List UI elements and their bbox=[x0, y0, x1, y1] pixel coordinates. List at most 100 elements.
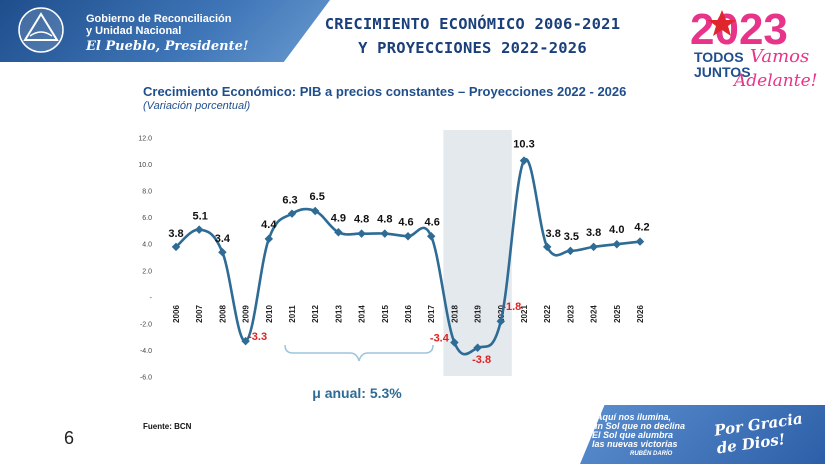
data-label-2015: 4.8 bbox=[377, 214, 392, 226]
logo-year-text: 2023 bbox=[690, 5, 788, 54]
data-label-2014: 4.8 bbox=[354, 214, 369, 226]
footer-quote-line1: Aquí nos ilumina, bbox=[596, 412, 672, 422]
x-tick-label: 2024 bbox=[590, 305, 599, 323]
x-tick-label: 2015 bbox=[381, 305, 390, 323]
y-tick-label: 8.0 bbox=[142, 189, 152, 196]
data-label-2022: 3.8 bbox=[546, 228, 561, 240]
gdp-growth-line bbox=[175, 157, 641, 356]
x-tick-label: 2022 bbox=[543, 305, 552, 323]
x-tick-label: 2010 bbox=[265, 305, 274, 323]
x-tick-label: 2016 bbox=[404, 305, 413, 323]
chart-subtitle: (Variación porcentual) bbox=[143, 100, 251, 112]
y-tick-label: 4.0 bbox=[142, 242, 152, 249]
x-tick-label: 2026 bbox=[636, 305, 645, 323]
data-label-2020: -1.8 bbox=[502, 301, 521, 313]
data-label-2011: 6.3 bbox=[282, 195, 297, 207]
data-point-2007 bbox=[194, 225, 204, 234]
footer-quote-line2: un Sol que no declina bbox=[592, 421, 686, 431]
data-label-2012: 6.5 bbox=[310, 191, 325, 203]
x-tick-label: 2014 bbox=[358, 305, 367, 323]
data-point-2011 bbox=[287, 209, 297, 218]
logo-script-vamos: Vamos bbox=[750, 46, 809, 67]
star-icon bbox=[708, 10, 736, 36]
data-point-2006 bbox=[171, 242, 181, 252]
y-tick-label: - bbox=[150, 295, 153, 302]
government-name-line2: y Unidad Nacional bbox=[86, 25, 182, 37]
x-tick-label: 2009 bbox=[242, 305, 251, 323]
data-point-2025 bbox=[612, 239, 622, 249]
x-tick-label: 2008 bbox=[218, 305, 227, 323]
logo-todos: TODOS bbox=[694, 49, 744, 65]
y-tick-label: -6.0 bbox=[140, 375, 152, 382]
data-point-2010 bbox=[264, 234, 274, 244]
data-point-2016 bbox=[403, 232, 413, 241]
footer-quote-line3: El Sol que alumbra bbox=[592, 430, 674, 440]
data-point-2014 bbox=[357, 229, 366, 238]
source-note: Fuente: BCN bbox=[143, 422, 192, 431]
data-label-2018: -3.4 bbox=[430, 332, 450, 344]
y-tick-label: -4.0 bbox=[140, 348, 152, 355]
data-point-2019 bbox=[473, 343, 482, 353]
y-tick-label: 6.0 bbox=[142, 215, 152, 222]
data-point-2008 bbox=[218, 247, 227, 257]
data-label-2008: 3.4 bbox=[215, 233, 231, 245]
data-label-2016: 4.6 bbox=[398, 216, 413, 228]
data-point-2017 bbox=[426, 232, 436, 241]
data-label-2021: 10.3 bbox=[513, 139, 534, 151]
average-annotation: μ anual: 5.3% bbox=[312, 385, 402, 401]
data-point-2012 bbox=[310, 206, 320, 216]
data-point-2015 bbox=[380, 229, 390, 238]
x-tick-label: 2018 bbox=[450, 305, 459, 323]
logo-script-adelante: Adelante! bbox=[732, 71, 817, 91]
data-point-2009 bbox=[241, 336, 250, 346]
footer-quote-line4: las nuevas victorias bbox=[592, 439, 678, 449]
data-point-2026 bbox=[635, 237, 645, 246]
y-tick-label: 10.0 bbox=[138, 162, 152, 169]
data-label-2017: 4.6 bbox=[425, 216, 440, 228]
data-label-2007: 5.1 bbox=[193, 211, 208, 223]
government-banner: Gobierno de Reconciliación y Unidad Naci… bbox=[0, 0, 330, 62]
y-tick-label: 12.0 bbox=[138, 136, 152, 143]
data-label-2023: 3.5 bbox=[564, 231, 579, 243]
data-point-2020 bbox=[496, 316, 506, 326]
data-label-2006: 3.8 bbox=[168, 228, 183, 240]
x-tick-label: 2013 bbox=[334, 305, 343, 323]
data-point-2013 bbox=[334, 228, 343, 237]
data-point-2018 bbox=[450, 338, 459, 347]
government-name-line1: Gobierno de Reconciliación bbox=[86, 13, 232, 25]
slide-headline: CRECIMIENTO ECONÓMICO 2006-2021 Y PROYEC… bbox=[300, 12, 645, 60]
data-label-2019: -3.8 bbox=[472, 354, 491, 366]
x-tick-label: 2017 bbox=[427, 305, 436, 323]
headline-line1: CRECIMIENTO ECONÓMICO 2006-2021 bbox=[324, 15, 621, 33]
logo-juntos: JUNTOS bbox=[694, 64, 751, 80]
data-point-2023 bbox=[566, 246, 575, 256]
page-number: 6 bbox=[64, 428, 75, 448]
x-tick-label: 2012 bbox=[311, 305, 320, 323]
x-tick-label: 2025 bbox=[613, 305, 622, 323]
highlight-band-2018-2020 bbox=[443, 130, 512, 376]
data-point-2021 bbox=[519, 156, 529, 165]
data-label-2013: 4.9 bbox=[331, 212, 346, 224]
y-tick-label: -2.0 bbox=[140, 321, 152, 328]
x-tick-label: 2021 bbox=[520, 305, 529, 323]
x-tick-label: 2011 bbox=[288, 305, 297, 323]
data-point-2024 bbox=[589, 242, 598, 252]
chart-title: Crecimiento Económico: PIB a precios con… bbox=[143, 84, 627, 99]
data-label-2026: 4.2 bbox=[634, 222, 649, 234]
average-brace bbox=[284, 344, 434, 362]
logo-2023: 2023 TODOS JUNTOS Vamos Adelante! bbox=[690, 5, 817, 91]
data-label-2010: 4.4 bbox=[261, 219, 277, 231]
data-label-2009: -3.3 bbox=[248, 331, 267, 343]
data-label-2025: 4.0 bbox=[609, 224, 624, 236]
y-tick-label: 2.0 bbox=[142, 268, 152, 275]
data-label-2024: 3.8 bbox=[586, 227, 601, 239]
x-tick-label: 2019 bbox=[474, 305, 483, 323]
x-tick-label: 2007 bbox=[195, 305, 204, 323]
x-tick-label: 2023 bbox=[566, 305, 575, 323]
footer-quote-author: RUBÉN DARÍO bbox=[630, 451, 673, 457]
government-motto: El Pueblo, Presidente! bbox=[86, 39, 249, 54]
coat-of-arms-icon bbox=[18, 7, 64, 53]
x-tick-label: 2006 bbox=[172, 305, 181, 323]
footer-banner bbox=[580, 405, 825, 464]
